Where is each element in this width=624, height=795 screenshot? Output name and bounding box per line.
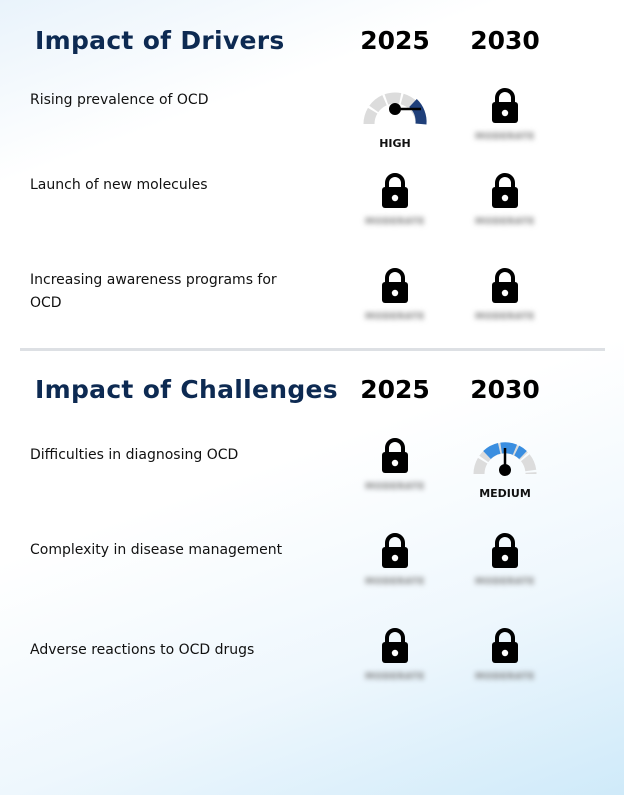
drivers-year-2025: 2025 — [360, 26, 430, 55]
hidden-level: MODERATE — [365, 672, 425, 682]
challenge-label-3: Adverse reactions to OCD drugs — [30, 642, 255, 658]
driver-label-3: Increasing awareness programs for OCD — [30, 272, 277, 311]
lock-icon — [492, 628, 518, 663]
challenge-3-2025-cell: MODERATE — [355, 628, 435, 698]
hidden-level: MODERATE — [475, 312, 535, 322]
driver-2-2030-cell: MODERATE — [465, 173, 545, 243]
hidden-level: MODERATE — [365, 577, 425, 587]
lock-icon — [382, 438, 408, 473]
lock-icon — [492, 533, 518, 568]
driver-label-1: Rising prevalence of OCD — [30, 92, 209, 108]
driver-1-2025-cell: HIGH — [355, 92, 435, 162]
challenge-label-2: Complexity in disease management — [30, 542, 283, 558]
lock-icon — [382, 173, 408, 208]
hidden-level: MODERATE — [475, 672, 535, 682]
hidden-level: MODERATE — [475, 577, 535, 587]
challenges-year-2025: 2025 — [360, 375, 430, 404]
challenge-1-2030-cell: MEDIUM — [465, 442, 545, 512]
hidden-level: MODERATE — [365, 482, 425, 492]
driver-3-2025-cell: MODERATE — [355, 268, 435, 338]
challenges-title: Impact of Challenges — [35, 375, 338, 404]
gauge-level-label: MEDIUM — [479, 487, 531, 500]
lock-icon — [382, 533, 408, 568]
challenge-label-1: Difficulties in diagnosing OCD — [30, 447, 239, 463]
lock-icon — [492, 268, 518, 303]
lock-icon — [382, 628, 408, 663]
challenge-1-2025-cell: MODERATE — [355, 438, 435, 508]
challenges-year-2030: 2030 — [470, 375, 540, 404]
hidden-level: MODERATE — [365, 217, 425, 227]
section-divider — [20, 348, 605, 351]
driver-label-2: Launch of new molecules — [30, 177, 208, 193]
gauge-icon — [473, 442, 537, 476]
lock-icon — [492, 173, 518, 208]
lock-icon — [492, 88, 518, 123]
lock-icon — [382, 268, 408, 303]
drivers-year-2030: 2030 — [470, 26, 540, 55]
gauge-icon — [363, 92, 427, 125]
hidden-level: MODERATE — [475, 217, 535, 227]
gauge-level-label: HIGH — [379, 137, 411, 150]
driver-2-2025-cell: MODERATE — [355, 173, 435, 243]
challenge-2-2030-cell: MODERATE — [465, 533, 545, 603]
driver-3-2030-cell: MODERATE — [465, 268, 545, 338]
drivers-title: Impact of Drivers — [35, 26, 285, 55]
hidden-level: MODERATE — [365, 312, 425, 322]
driver-1-2030-cell: MODERATE — [465, 88, 545, 158]
challenge-2-2025-cell: MODERATE — [355, 533, 435, 603]
hidden-level: MODERATE — [475, 132, 535, 142]
challenge-3-2030-cell: MODERATE — [465, 628, 545, 698]
